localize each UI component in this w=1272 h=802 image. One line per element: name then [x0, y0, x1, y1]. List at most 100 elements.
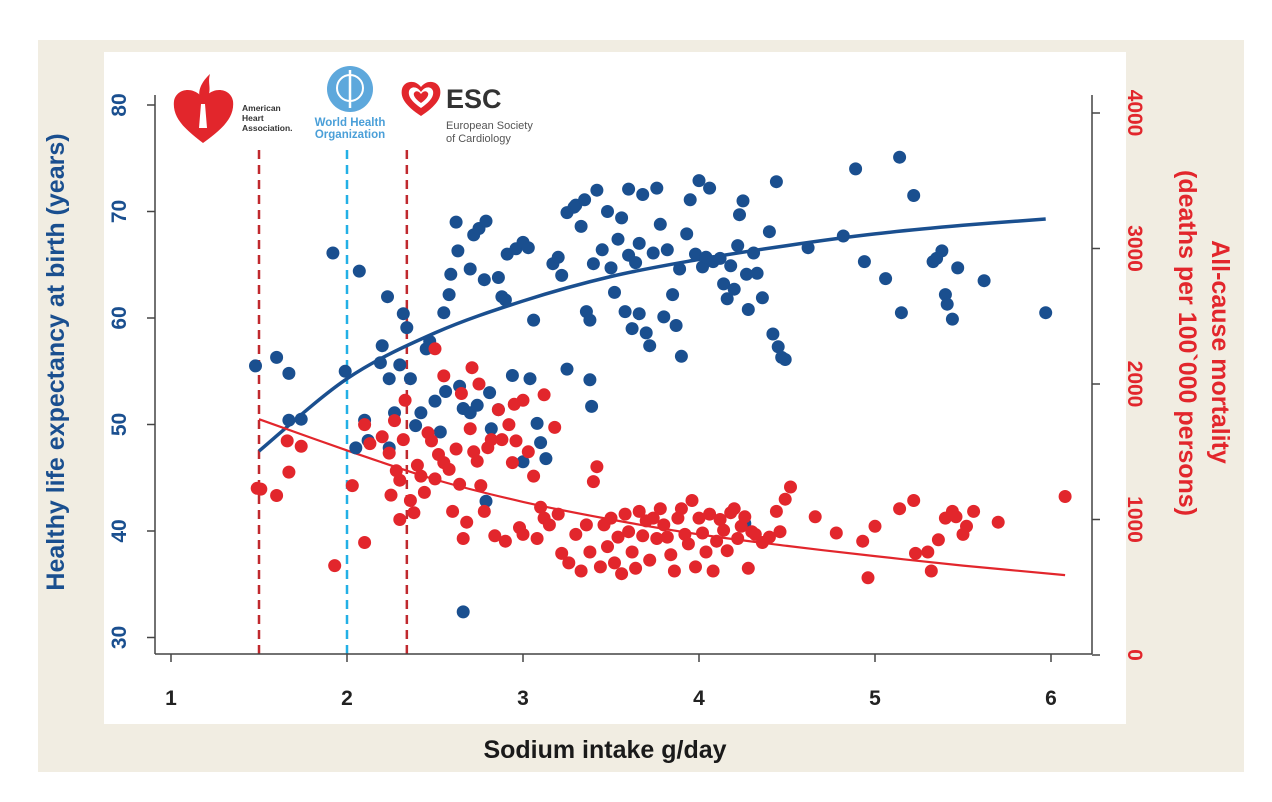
life-expectancy-point	[632, 236, 646, 250]
mortality-point	[808, 510, 822, 524]
life-expectancy-point	[625, 322, 639, 336]
plot-panel	[104, 52, 1126, 724]
right-tick-label: 0	[1123, 649, 1146, 661]
world-health-organization-logo: World Health Organization	[315, 66, 386, 141]
mortality-point	[720, 544, 734, 558]
life-expectancy-point	[669, 319, 683, 332]
left-tick-label: 60	[108, 306, 131, 329]
mortality-point	[991, 515, 1005, 529]
life-expectancy-point	[750, 266, 764, 280]
life-expectancy-point	[534, 436, 548, 450]
mortality-point	[773, 525, 787, 539]
life-expectancy-point	[639, 326, 653, 340]
mortality-point	[551, 507, 565, 521]
who-logo-line1: World Health	[315, 117, 386, 129]
mortality-point	[632, 504, 646, 518]
life-expectancy-point	[349, 441, 363, 455]
life-expectancy-point	[439, 385, 453, 398]
mortality-point	[562, 556, 576, 570]
life-expectancy-point	[945, 312, 959, 326]
mortality-point	[615, 567, 629, 581]
mortality-point	[384, 488, 398, 502]
life-expectancy-point	[608, 285, 621, 299]
life-expectancy-point	[857, 255, 871, 269]
life-expectancy-point	[940, 297, 954, 311]
mortality-point	[717, 523, 731, 537]
aha-logo-line3: Association.	[242, 123, 293, 133]
life-expectancy-point	[479, 214, 493, 228]
life-expectancy-point	[521, 241, 535, 255]
mortality-point	[417, 485, 431, 499]
mortality-point	[428, 342, 442, 356]
x-tick-label: 5	[869, 687, 881, 710]
mortality-point	[363, 437, 377, 451]
life-expectancy-point	[692, 174, 706, 188]
life-expectancy-point	[470, 398, 484, 412]
life-expectancy-point	[733, 208, 746, 222]
life-expectancy-point	[586, 257, 600, 271]
life-expectancy-point	[530, 416, 544, 430]
mortality-point	[643, 553, 657, 567]
mortality-point	[583, 545, 597, 559]
mortality-point	[516, 393, 530, 407]
life-expectancy-point	[935, 244, 949, 258]
mortality-point	[388, 414, 401, 428]
mortality-point	[358, 418, 372, 432]
x-axis-title: Sodium intake g/day	[483, 736, 726, 764]
life-expectancy-point	[294, 412, 308, 426]
life-expectancy-point	[713, 251, 727, 265]
life-expectancy-point	[660, 243, 674, 257]
mortality-point	[410, 458, 424, 472]
life-expectancy-point	[643, 339, 657, 353]
mortality-point	[696, 526, 709, 540]
right-axis-title-line1: All-cause mortality	[1206, 240, 1234, 464]
mortality-point	[657, 518, 671, 532]
mortality-point	[738, 510, 752, 524]
x-axis-ticks: 1 2 3 4 5 6	[165, 654, 1057, 710]
x-tick-label: 6	[1045, 687, 1057, 710]
life-expectancy-point	[741, 303, 755, 316]
mortality-point	[382, 446, 396, 460]
life-expectancy-point	[583, 313, 597, 327]
mortality-point	[706, 564, 720, 578]
life-expectancy-point	[551, 250, 565, 264]
mortality-point	[907, 494, 921, 507]
life-expectancy-fit-curve	[257, 217, 1046, 453]
mortality-point	[692, 511, 706, 525]
life-expectancy-point	[444, 267, 458, 281]
life-expectancy-point	[674, 349, 688, 363]
mortality-point	[393, 513, 407, 526]
life-expectancy-point	[849, 162, 863, 176]
mortality-point	[254, 482, 268, 496]
mortality-point	[921, 545, 935, 559]
life-expectancy-point	[382, 372, 396, 386]
life-expectancy-point	[731, 239, 745, 253]
mortality-point	[769, 504, 783, 518]
life-expectancy-point	[771, 340, 785, 354]
life-expectancy-point	[595, 243, 609, 257]
mortality-point	[442, 462, 456, 476]
life-expectancy-point	[393, 358, 407, 372]
mortality-point	[703, 507, 717, 521]
mortality-point	[505, 456, 519, 470]
aha-torch-icon	[199, 104, 207, 128]
life-expectancy-point	[622, 182, 636, 196]
mortality-point	[967, 504, 981, 518]
mortality-point	[699, 545, 713, 559]
mortality-point	[829, 526, 843, 540]
mortality-point	[396, 433, 410, 447]
life-expectancy-point	[646, 246, 660, 260]
mortality-point	[674, 502, 688, 516]
x-tick-label: 4	[693, 687, 705, 710]
right-axis-title-line2: (deaths per 100`000 persons)	[1173, 170, 1201, 516]
esc-logo-line2: of Cardiology	[446, 133, 511, 145]
life-expectancy-point	[516, 455, 530, 469]
mortality-point	[784, 480, 797, 494]
mortality-point	[527, 469, 541, 483]
mortality-point	[593, 560, 607, 574]
mortality-point	[931, 533, 945, 547]
mortality-point	[861, 571, 875, 585]
mortality-point	[893, 502, 907, 516]
mortality-point	[608, 556, 621, 570]
life-expectancy-point	[396, 307, 410, 321]
